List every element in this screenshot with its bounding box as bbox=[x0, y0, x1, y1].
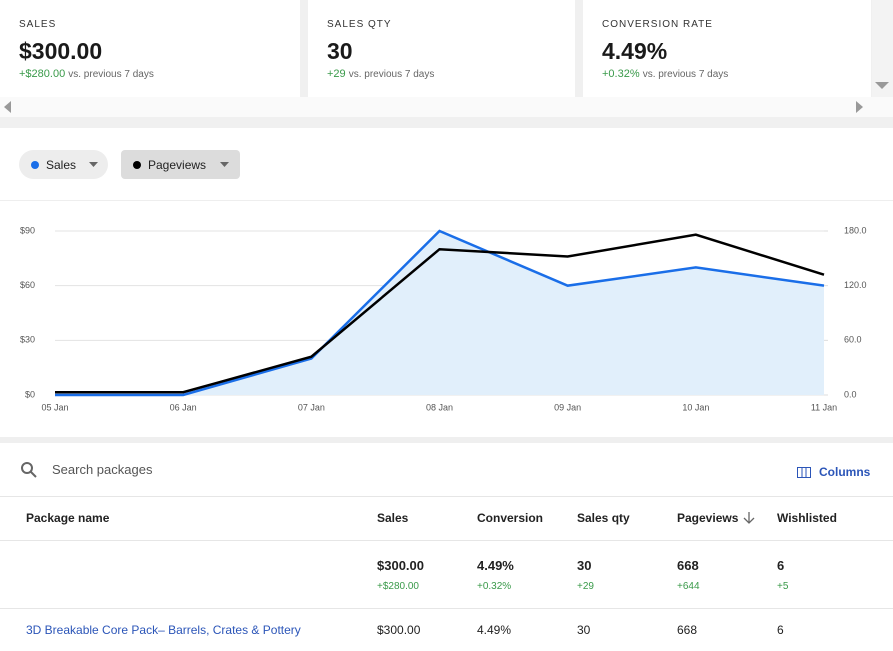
row-divider bbox=[0, 540, 893, 541]
y-tick-label: $0 bbox=[25, 389, 35, 399]
x-tick-label: 10 Jan bbox=[682, 402, 709, 412]
cell: 30 bbox=[577, 623, 591, 637]
area bbox=[55, 231, 824, 395]
total-value: 4.49% bbox=[477, 558, 514, 573]
caret bbox=[220, 162, 229, 167]
card-change: +0.32% vs. previous 7 days bbox=[602, 68, 728, 80]
x-tick-label: 09 Jan bbox=[554, 402, 581, 412]
y-tick-label: $60 bbox=[20, 280, 35, 290]
card-value: $300.00 bbox=[19, 38, 103, 64]
y2-tick-label: 60.0 bbox=[844, 335, 862, 345]
note: vs. previous 7 days bbox=[642, 69, 729, 80]
card-label: SALES bbox=[19, 19, 57, 30]
y2-tick-label: 120.0 bbox=[844, 280, 867, 290]
cell: 668 bbox=[677, 623, 698, 637]
change: +29 bbox=[327, 68, 346, 80]
line bbox=[55, 233, 825, 394]
series-toggle[interactable]: Pageviews bbox=[121, 150, 240, 179]
y-tick-label: $30 bbox=[20, 335, 35, 345]
chart: $0 $30 $60 $90 0.0 60.0 120.0 180.0 05 Jan 06 Jan… bbox=[20, 225, 867, 412]
total-change: +0.32% bbox=[477, 581, 512, 592]
total-value: $300.00 bbox=[377, 558, 424, 573]
toggle-bar: Sales Pageviews bbox=[0, 128, 893, 201]
card: SALES $300.00 +$280.00 vs. previous 7 da… bbox=[0, 0, 300, 97]
note: vs. previous 7 days bbox=[348, 69, 435, 80]
cell: 4.49% bbox=[477, 623, 512, 637]
vscroll-track bbox=[872, 0, 893, 97]
total-change: +$280.00 bbox=[377, 581, 419, 592]
x-tick-label: 05 Jan bbox=[41, 402, 68, 412]
series-toggle[interactable]: Sales bbox=[19, 150, 108, 179]
scrollbar[interactable] bbox=[0, 97, 893, 117]
cell: 6 bbox=[777, 623, 784, 637]
card-label: CONVERSION RATE bbox=[602, 19, 713, 30]
card-value: 4.49% bbox=[602, 38, 668, 64]
columns-icon bbox=[797, 467, 811, 478]
separator bbox=[0, 437, 893, 443]
x-tick-label: 07 Jan bbox=[298, 402, 325, 412]
cell: $300.00 bbox=[377, 623, 421, 637]
column-header: Pageviews bbox=[677, 511, 739, 525]
search-icon bbox=[21, 462, 37, 478]
card: CONVERSION RATE 4.49% +0.32% vs. previou… bbox=[583, 0, 871, 97]
card-value: 30 bbox=[327, 38, 353, 64]
scroll-right[interactable] bbox=[856, 101, 863, 113]
search-input[interactable]: Search packages bbox=[52, 462, 153, 477]
card-change: +29 vs. previous 7 days bbox=[327, 68, 434, 80]
x-tick-label: 06 Jan bbox=[170, 402, 197, 412]
change: +0.32% bbox=[602, 68, 640, 80]
row-divider bbox=[0, 608, 893, 609]
note: vs. previous 7 days bbox=[68, 69, 154, 80]
scroll-left[interactable] bbox=[4, 101, 11, 113]
scroll-down[interactable] bbox=[875, 82, 889, 89]
legend-label: Sales bbox=[46, 158, 77, 172]
line bbox=[55, 229, 825, 397]
legend-dot bbox=[31, 161, 39, 169]
column-header: Conversion bbox=[477, 511, 544, 525]
total-change: +5 bbox=[777, 581, 789, 592]
column-header: Wishlisted bbox=[777, 511, 837, 525]
x-tick-label: 11 Jan bbox=[811, 402, 837, 412]
total-change: +29 bbox=[577, 581, 594, 592]
y2-tick-label: 0.0 bbox=[844, 389, 857, 399]
caret bbox=[89, 162, 98, 167]
columns-button[interactable]: Columns bbox=[819, 465, 871, 479]
row-divider bbox=[0, 496, 893, 497]
legend-label: Pageviews bbox=[148, 158, 207, 172]
total-value: 668 bbox=[677, 558, 699, 573]
change: +$280.00 bbox=[19, 68, 66, 80]
card: SALES QTY 30 +29 vs. previous 7 days bbox=[308, 0, 575, 97]
y2-tick-label: 180.0 bbox=[844, 225, 867, 235]
sort-icon[interactable] bbox=[743, 512, 755, 525]
total-value: 6 bbox=[777, 558, 785, 573]
column-header: Sales bbox=[377, 511, 409, 525]
legend-dot bbox=[133, 161, 141, 169]
y-tick-label: $90 bbox=[20, 225, 35, 235]
package-link[interactable]: 3D Breakable Core Pack– Barrels, Crates … bbox=[26, 623, 301, 637]
column-header: Sales qty bbox=[577, 511, 630, 525]
total-change: +644 bbox=[677, 581, 700, 592]
vscroll[interactable] bbox=[872, 0, 893, 97]
card-label: SALES QTY bbox=[327, 19, 392, 30]
x-tick-label: 08 Jan bbox=[426, 402, 453, 412]
card-change: +$280.00 vs. previous 7 days bbox=[19, 68, 154, 80]
column-header: Package name bbox=[26, 511, 110, 525]
scroll-track bbox=[0, 97, 893, 117]
total-value: 30 bbox=[577, 558, 592, 573]
